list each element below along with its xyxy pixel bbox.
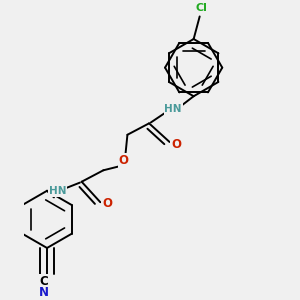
Text: O: O [102,197,112,210]
Text: O: O [118,154,128,167]
Text: HN: HN [49,186,66,196]
Text: C: C [40,274,48,288]
Text: N: N [39,286,49,299]
Text: Cl: Cl [195,3,207,13]
Text: O: O [171,138,181,151]
Text: HN: HN [164,104,182,114]
